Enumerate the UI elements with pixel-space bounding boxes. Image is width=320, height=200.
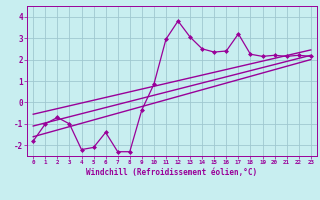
X-axis label: Windchill (Refroidissement éolien,°C): Windchill (Refroidissement éolien,°C) bbox=[86, 168, 258, 177]
